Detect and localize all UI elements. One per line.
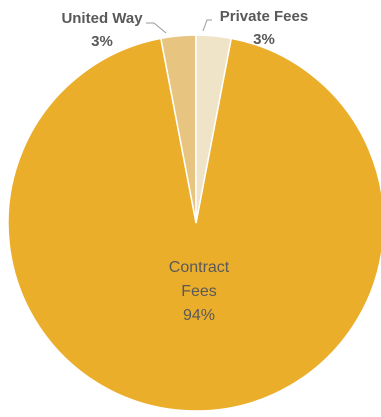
private-fees-label: Private Fees (220, 8, 308, 25)
private-fees-leader-line (202, 19, 212, 32)
united-way-label: United Way (61, 10, 143, 27)
contract-fees-label-line-1: Contract (169, 259, 230, 276)
pie-slice-private-fees (195, 34, 233, 224)
pie-slice-contract-fees (7, 37, 381, 412)
private-fees-percent: 3% (253, 31, 275, 48)
united-way-leader-line (146, 22, 167, 34)
pie-slices (7, 34, 381, 412)
united-way-percent: 3% (91, 33, 113, 50)
contract-fees-percent: 94% (183, 307, 215, 324)
contract-fees-label-line-2: Fees (181, 283, 217, 300)
